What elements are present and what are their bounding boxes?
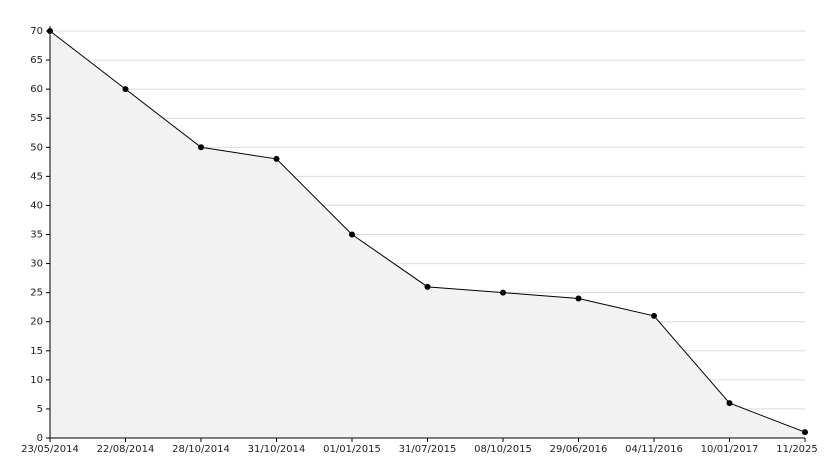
point: [802, 429, 808, 436]
x-tick-label: 31/07/2015: [399, 444, 457, 455]
x-tick-label: 31/10/2014: [248, 444, 306, 455]
point: [575, 295, 582, 302]
y-tick-label: 0: [37, 433, 43, 444]
point: [651, 312, 657, 319]
y-tick-label: 50: [30, 142, 43, 153]
point: [726, 400, 733, 407]
x-tick-label: 11/2025: [776, 444, 818, 455]
x-tick-label: 01/01/2015: [323, 444, 381, 455]
y-tick-label: 55: [30, 113, 43, 124]
y-tick-label: 65: [30, 55, 43, 66]
x-tick-label: 04/11/2016: [625, 444, 683, 455]
y-tick-label: 70: [30, 26, 43, 37]
y-tick-label: 10: [30, 375, 43, 386]
x-tick-label: 08/10/2015: [474, 444, 532, 455]
y-tick-label: 45: [30, 171, 43, 182]
y-tick-label: 20: [30, 317, 43, 328]
y-tick-label: 40: [30, 200, 43, 211]
x-tick-label: 28/10/2014: [172, 444, 230, 455]
y-tick-label: 30: [30, 259, 43, 270]
point: [198, 144, 204, 151]
x-tick-label: 22/08/2014: [97, 444, 155, 455]
x-tick-label: 29/06/2016: [550, 444, 608, 455]
y-tick-label: 35: [30, 230, 43, 241]
x-tick-label: 10/01/2017: [701, 444, 759, 455]
y-tick-label: 60: [30, 84, 43, 95]
point: [273, 155, 280, 162]
x-tick-label: 23/05/2014: [21, 444, 79, 455]
point: [349, 231, 355, 238]
y-tick-label: 25: [30, 288, 43, 299]
y-tick-label: 5: [37, 404, 43, 415]
y-tick-label: 15: [30, 346, 43, 357]
point: [122, 86, 129, 93]
point: [424, 283, 431, 290]
area: [50, 31, 805, 438]
point: [500, 289, 506, 296]
